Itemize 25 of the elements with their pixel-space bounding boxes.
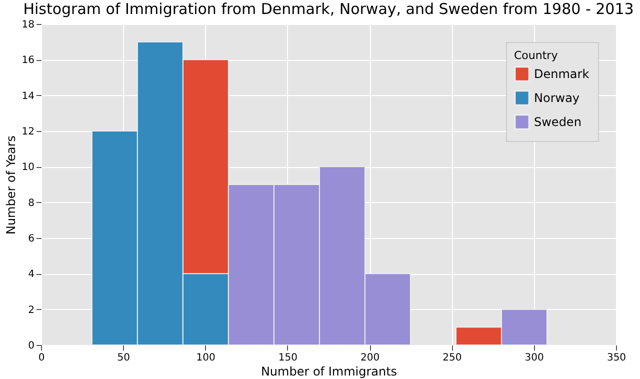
y-tick-label: 6: [28, 234, 34, 244]
x-tick-label: 300: [524, 352, 544, 364]
y-tick-label: 10: [22, 162, 34, 174]
y-tick-label: 12: [22, 126, 34, 138]
legend-label: Sweden: [534, 115, 582, 129]
legend-label: Norway: [534, 91, 580, 105]
y-tick-label: 4: [28, 269, 34, 280]
x-tick-label: 50: [117, 352, 130, 364]
y-tick-label: 18: [22, 20, 34, 30]
x-axis-title: Number of Immigrants: [260, 364, 398, 378]
y-tick-label: 2: [28, 304, 34, 316]
y-tick-label: 0: [28, 340, 34, 352]
chart-title: Histogram of Immigration from Denmark, Norway, and Sweden from 1980 - 2013: [23, 0, 634, 18]
x-tick-label: 250: [442, 352, 462, 364]
y-axis-title: Number of Years: [4, 135, 18, 235]
x-tick-label: 0: [38, 352, 45, 364]
y-tick-label: 16: [22, 55, 34, 66]
y-tick-label: 8: [28, 198, 34, 209]
x-tick-label: 100: [196, 352, 216, 364]
y-tick-label: 14: [22, 90, 34, 102]
legend-title: Country: [514, 49, 558, 62]
x-tick-label: 350: [606, 352, 626, 364]
x-tick-label: 200: [360, 352, 380, 364]
x-tick-label: 150: [278, 352, 298, 364]
legend-label: Denmark: [534, 67, 590, 81]
